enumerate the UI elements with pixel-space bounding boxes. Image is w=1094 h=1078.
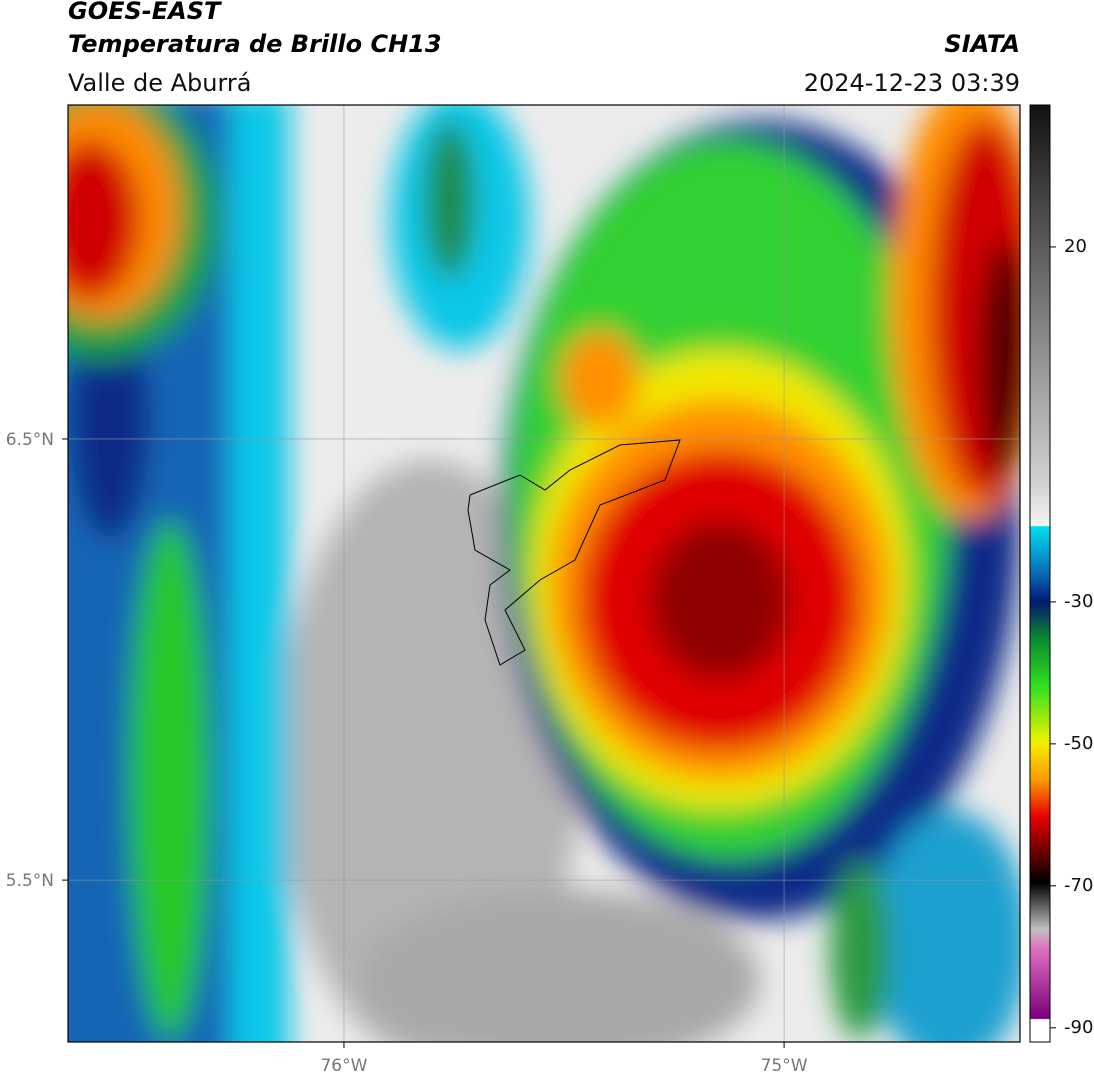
colorbar — [1029, 104, 1051, 1043]
x-tick-label: 75°W — [761, 1056, 808, 1076]
y-tick-label: 6.5°N — [6, 430, 54, 450]
colorbar-tick-label: -90 — [1064, 1017, 1093, 1038]
colorbar-tick-label: -30 — [1064, 591, 1093, 612]
source: SIATA — [944, 30, 1020, 58]
region: Valle de Aburrá — [68, 69, 252, 97]
title: GOES-EAST — [68, 0, 222, 25]
map-frame — [67, 104, 1021, 1043]
graticule — [68, 105, 1020, 1042]
x-tick-label: 76°W — [320, 1056, 367, 1076]
colorbar-tick-label: -70 — [1064, 875, 1093, 896]
colorbar-tick-label: 20 — [1064, 236, 1087, 257]
subtitle: Temperatura de Brillo CH13 — [68, 30, 442, 58]
timestamp: 2024-12-23 03:39 — [804, 69, 1020, 97]
y-tick-label: 5.5°N — [6, 871, 54, 891]
satellite-image — [68, 105, 1020, 1042]
colorbar-tick-label: -50 — [1064, 733, 1093, 754]
